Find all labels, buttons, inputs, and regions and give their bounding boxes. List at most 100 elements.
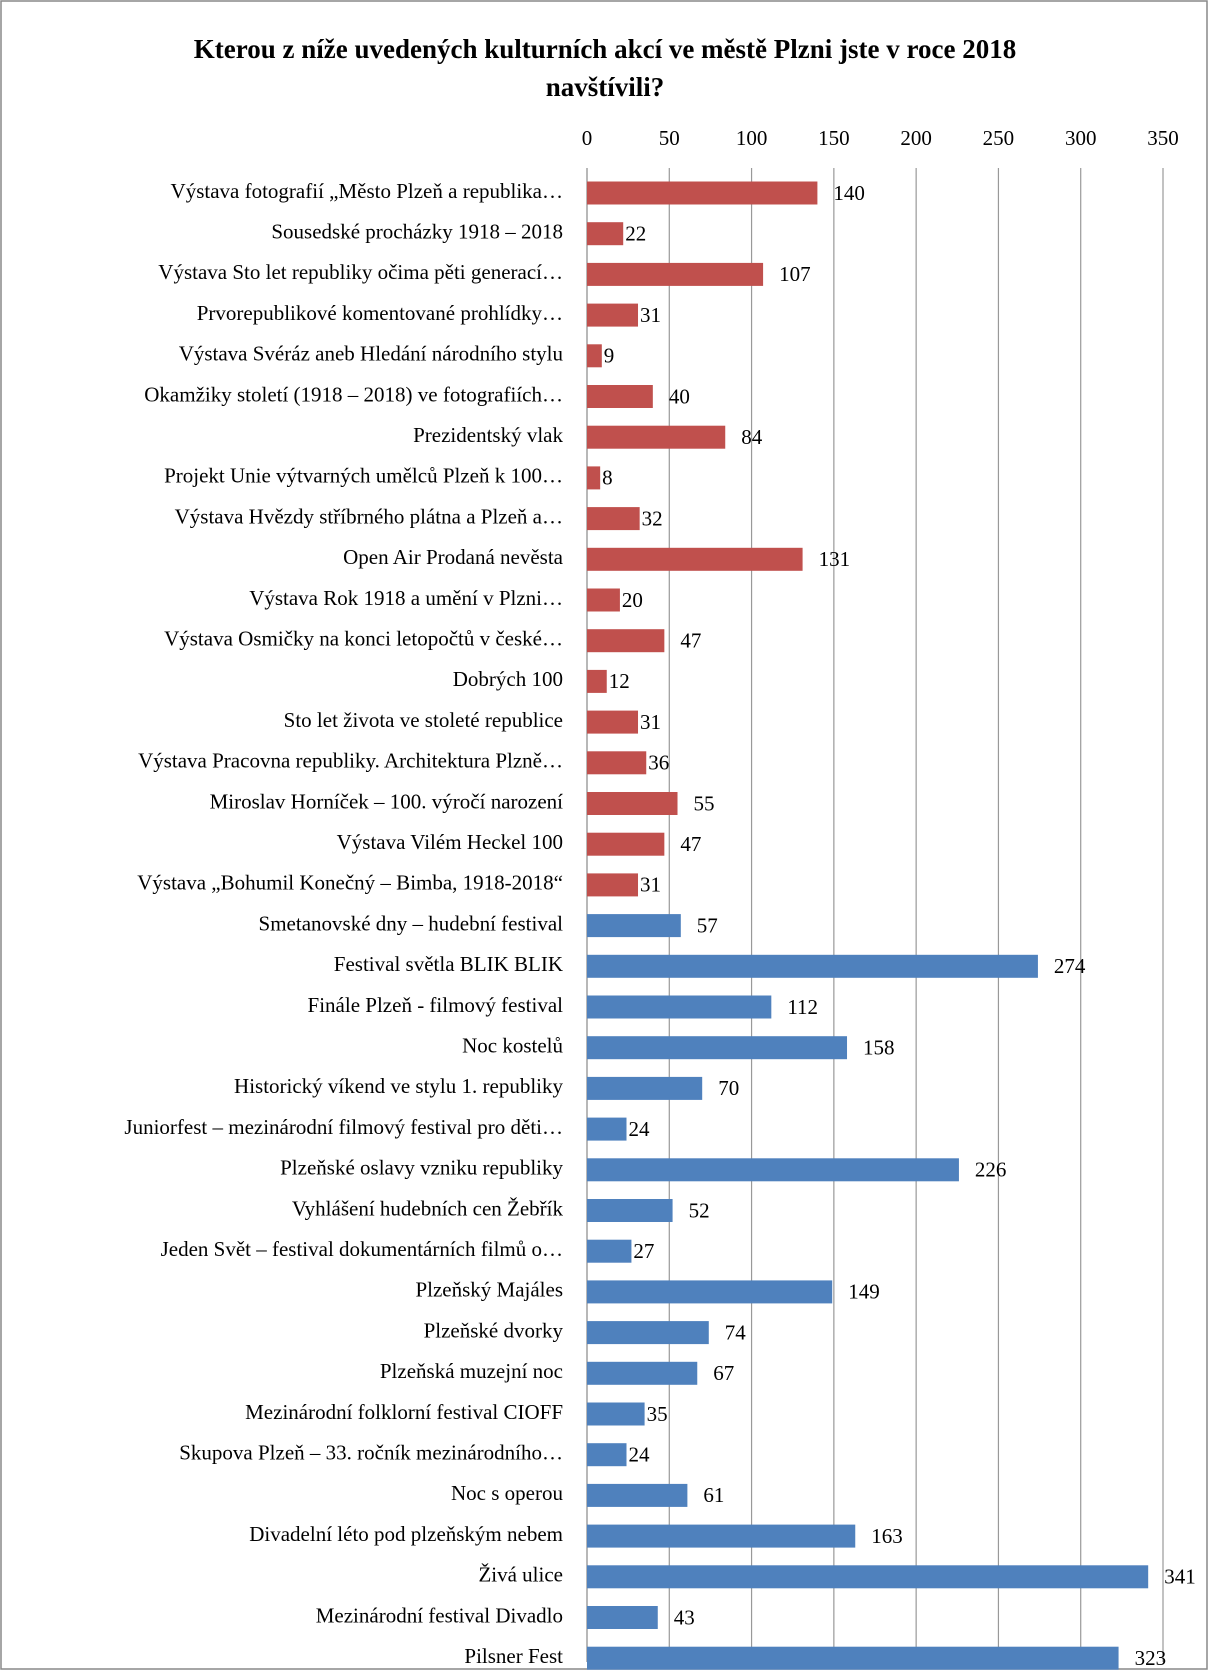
- bar: [587, 466, 601, 490]
- y-tick-label: Miroslav Horníček – 100. výročí narození: [210, 789, 564, 813]
- y-tick-label: Sousedské procházky 1918 – 2018: [271, 220, 563, 244]
- y-tick-label: Plzeňský Majáles: [415, 1278, 563, 1302]
- y-tick-label: Pilsner Fest: [464, 1644, 563, 1668]
- value-label: 55: [694, 791, 715, 815]
- y-tick-label: Výstava „Bohumil Konečný – Bimba, 1918-2…: [137, 871, 563, 895]
- value-label: 20: [622, 588, 643, 612]
- value-label: 61: [703, 1483, 724, 1507]
- bar: [587, 669, 607, 693]
- x-tick-label: 150: [818, 126, 850, 150]
- value-label: 40: [669, 384, 690, 408]
- bar: [587, 1158, 959, 1182]
- bar: [587, 792, 678, 815]
- value-label: 27: [633, 1239, 654, 1263]
- y-tick-label: Plzeňské oslavy vzniku republiky: [280, 1156, 563, 1180]
- value-label: 9: [604, 344, 615, 368]
- x-tick-label: 200: [900, 126, 932, 150]
- bar: [587, 1443, 627, 1467]
- value-label: 323: [1135, 1646, 1167, 1670]
- y-tick-label: Smetanovské dny – hudební festival: [259, 911, 564, 935]
- bar: [587, 181, 818, 205]
- bar: [587, 914, 681, 938]
- value-label: 341: [1164, 1565, 1196, 1589]
- y-tick-label: Noc s operou: [451, 1481, 563, 1505]
- y-tick-label: Jeden Svět – festival dokumentárních fil…: [161, 1237, 563, 1261]
- value-label: 8: [602, 466, 613, 490]
- x-tick-label: 350: [1147, 126, 1179, 150]
- bar: [587, 1280, 833, 1304]
- value-label: 67: [713, 1361, 734, 1385]
- bar: [587, 1239, 632, 1263]
- value-label: 226: [975, 1158, 1007, 1182]
- y-tick-label: Divadelní léto pod plzeňským nebem: [249, 1522, 563, 1546]
- y-tick-label: Mezinárodní folklorní festival CIOFF: [245, 1400, 563, 1424]
- bar: [587, 995, 772, 1019]
- value-label: 112: [787, 995, 818, 1019]
- y-tick-label: Skupova Plzeň – 33. ročník mezinárodního…: [179, 1441, 563, 1465]
- value-label: 52: [689, 1198, 710, 1222]
- y-tick-label: Projekt Unie výtvarných umělců Plzeň k 1…: [164, 464, 563, 488]
- bar: [587, 1565, 1149, 1589]
- bar: [587, 1117, 627, 1141]
- bar: [587, 751, 647, 775]
- bar: [587, 262, 764, 286]
- y-tick-label: Juniorfest – mezinárodní filmový festiva…: [124, 1115, 563, 1139]
- bar: [587, 588, 620, 612]
- value-label: 140: [833, 181, 865, 205]
- y-tick-label: Historický víkend ve stylu 1. republiky: [234, 1074, 563, 1098]
- bar: [587, 1321, 709, 1345]
- bar: [587, 1606, 658, 1629]
- y-tick-label: Mezinárodní festival Divadlo: [316, 1603, 563, 1627]
- bar: [587, 1199, 673, 1222]
- y-tick-label: Open Air Prodaná nevěsta: [343, 545, 564, 569]
- value-label: 36: [648, 751, 669, 775]
- bar: [587, 1036, 848, 1060]
- bar: [587, 873, 639, 897]
- y-tick-label: Výstava fotografií „Město Plzeň a republ…: [171, 179, 563, 203]
- value-label: 22: [625, 222, 646, 246]
- y-tick-label: Výstava Sto let republiky očima pěti gen…: [158, 260, 563, 284]
- y-tick-label: Plzeňská muzejní noc: [380, 1359, 563, 1383]
- value-label: 274: [1054, 954, 1086, 978]
- y-tick-label: Festival světla BLIK BLIK: [334, 952, 563, 976]
- y-tick-label: Výstava Vilém Heckel 100: [337, 830, 563, 854]
- y-tick-label: Výstava Svéráz aneb Hledání národního st…: [179, 342, 564, 366]
- value-label: 74: [725, 1320, 747, 1344]
- value-label: 57: [697, 913, 718, 937]
- y-tick-label: Noc kostelů: [462, 1034, 563, 1058]
- bar: [587, 344, 602, 368]
- y-tick-label: Dobrých 100: [453, 667, 563, 691]
- value-label: 24: [628, 1443, 650, 1467]
- value-label: 131: [819, 547, 851, 571]
- value-label: 32: [642, 506, 663, 530]
- bar: [587, 710, 639, 734]
- y-tick-label: Výstava Rok 1918 a umění v Plzni…: [249, 586, 563, 610]
- x-tick-label: 0: [582, 126, 593, 150]
- y-tick-label: Prvorepublikové komentované prohlídky…: [197, 301, 563, 325]
- x-tick-label: 250: [983, 126, 1015, 150]
- bar: [587, 1076, 703, 1100]
- x-tick-label: 100: [736, 126, 768, 150]
- y-tick-label: Plzeňské dvorky: [424, 1318, 564, 1342]
- bar: [587, 832, 665, 856]
- value-label: 84: [741, 425, 763, 449]
- value-label: 163: [871, 1524, 903, 1548]
- y-tick-label: Sto let života ve stoleté republice: [284, 708, 563, 732]
- bar: [587, 1483, 688, 1507]
- x-tick-label: 300: [1065, 126, 1097, 150]
- value-label: 31: [640, 710, 661, 734]
- y-tick-label: Vyhlášení hudebních cen Žebřík: [292, 1196, 564, 1220]
- y-tick-label: Okamžiky století (1918 – 2018) ve fotogr…: [144, 382, 563, 406]
- value-label: 24: [628, 1117, 650, 1141]
- value-label: 12: [609, 669, 630, 693]
- bar: [587, 629, 665, 653]
- bar: [587, 1524, 856, 1548]
- y-tick-label: Výstava Hvězdy stříbrného plátna a Plzeň…: [175, 504, 563, 528]
- value-label: 31: [640, 873, 661, 897]
- bar: [587, 425, 726, 449]
- value-label: 107: [779, 262, 811, 286]
- chart-title: Kterou z níže uvedených kulturních akcí …: [193, 34, 1017, 102]
- bar: [587, 954, 1038, 978]
- bar: [587, 1361, 698, 1385]
